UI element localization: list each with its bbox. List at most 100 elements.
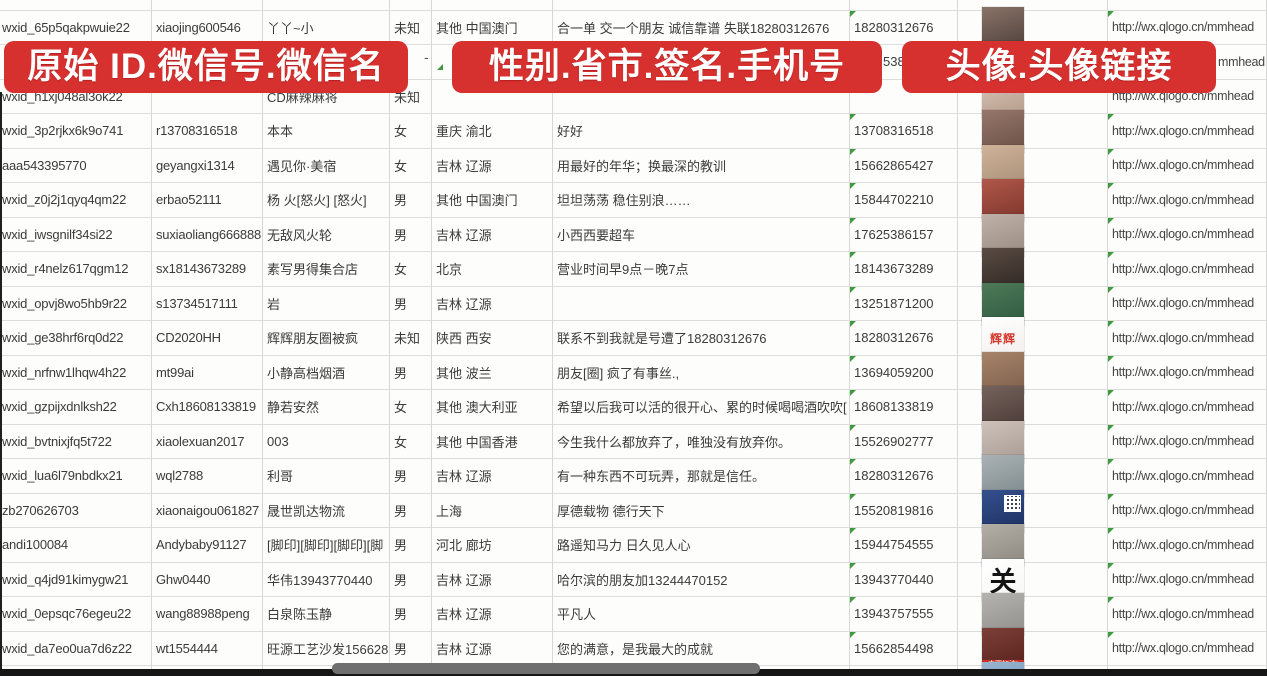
cell-region[interactable]: 吉林 辽源 [432,459,553,494]
cell-phone[interactable]: 17625386157 [850,217,958,252]
cell-avatar[interactable] [958,593,1108,635]
cell-avatar_link[interactable]: http://wx.qlogo.cn/mmhead [1108,355,1267,390]
cell-nickname[interactable]: 无敌风火轮 [263,217,390,252]
cell-avatar_link[interactable]: http://wx.qlogo.cn/mmhead [1108,217,1267,252]
cell-phone[interactable] [850,79,958,114]
cell-signature[interactable]: 用最好的年华；换最深的教训 [553,148,850,183]
cell-wx_account[interactable]: geyangxi1314 [152,148,263,183]
cell-region[interactable]: 上海 [432,493,553,528]
cell-gender[interactable]: 女 [390,252,432,287]
cell-wx_account[interactable]: wt1554444 [152,631,263,666]
cell-wxid[interactable]: wxid_lua6l79nbdkx21 [0,459,152,494]
cell-phone[interactable]: 15844702210 [850,183,958,218]
cell-avatar[interactable] [958,524,1108,566]
cell-gender[interactable]: 未知 [390,79,432,114]
cell-avatar[interactable] [958,386,1108,428]
cell-region[interactable]: 陕西 西安 [432,321,553,356]
cell-phone[interactable]: 18280312676 [850,459,958,494]
cell-signature[interactable]: 联系不到我就是号遭了18280312676 [553,321,850,356]
cell-nickname[interactable]: 杨 火[怒火] [怒火] [263,183,390,218]
cell-signature[interactable]: 平凡人 [553,597,850,632]
cell-gender[interactable]: 女 [390,148,432,183]
cell-region[interactable]: 其他 中国澳门 [432,10,553,45]
cell-nickname[interactable]: 华伟13943770440 [263,562,390,597]
cell-avatar[interactable] [958,455,1108,497]
cell-avatar_link[interactable]: http://wx.qlogo.cn/mmhead [1108,459,1267,494]
cell-wx_account[interactable]: mt99ai [152,355,263,390]
cell-avatar[interactable] [958,0,1108,11]
cell-phone[interactable]: 13943757555 [850,597,958,632]
cell-nickname[interactable]: 辉辉朋友圈被疯 [263,321,390,356]
cell-avatar_link[interactable]: http://wx.qlogo.cn/mmhead [1108,493,1267,528]
cell-avatar[interactable] [958,144,1108,187]
cell-gender[interactable]: 男 [390,631,432,666]
cell-avatar_link[interactable]: http://wx.qlogo.cn/mmhead [1108,252,1267,287]
cell-wxid[interactable]: wxid_65p5qakpwuie22 [0,10,152,45]
cell-signature[interactable]: 有一种东西不可玩弄，那就是信任。 [553,459,850,494]
cell-signature[interactable]: 希望以后我可以活的很开心、累的时候喝喝酒吹吹[ [553,390,850,425]
cell-wxid[interactable]: wxid_bvtnixjfq5t722 [0,424,152,459]
cell-signature[interactable] [553,286,850,321]
cell-wx_account[interactable]: erbao52111 [152,183,263,218]
cell-nickname[interactable]: 旺源工艺沙发15662854 [263,631,390,666]
cell-avatar_link[interactable]: http://wx.qlogo.cn/mmhead [1108,10,1267,45]
cell-signature[interactable] [553,79,850,114]
cell-avatar_link[interactable]: http://wx.qlogo.cn/mmhead [1108,148,1267,183]
cell-region[interactable]: 其他 波兰 [432,355,553,390]
cell-wx_account[interactable]: xiaojing600546 [152,10,263,45]
cell-phone[interactable]: 18143673289 [850,252,958,287]
scrollbar-thumb[interactable] [332,663,760,674]
cell-signature[interactable]: 小西西要超车 [553,217,850,252]
cell-avatar_link[interactable]: http://wx.qlogo.cn/mmhead [1108,183,1267,218]
cell-gender[interactable]: 男 [390,528,432,563]
cell-wxid[interactable]: wxid_r4nelz617qgm12 [0,252,152,287]
cell-wx_account[interactable]: sx18143673289 [152,252,263,287]
cell-wxid[interactable]: wxid_gzpijxdnlksh22 [0,390,152,425]
cell-signature[interactable]: 今生我什么都放弃了，唯独没有放弃你。 [553,424,850,459]
cell-nickname[interactable]: 素写男得集合店 [263,252,390,287]
cell-wx_account[interactable]: r13708316518 [152,114,263,149]
cell-avatar[interactable] [958,351,1108,394]
cell-phone[interactable]: 15526902777 [850,424,958,459]
cell-avatar_link[interactable]: http://wx.qlogo.cn/mmhead [1108,424,1267,459]
cell-wx_account[interactable]: s13734517111 [152,286,263,321]
cell-gender[interactable]: 女 [390,114,432,149]
cell-phone[interactable]: 13708316518 [850,114,958,149]
cell-wxid[interactable]: zb270626703 [0,493,152,528]
cell-nickname[interactable] [263,0,390,11]
cell-nickname[interactable]: [脚印][脚印][脚印][脚 [263,528,390,563]
cell-region[interactable]: 北京 [432,252,553,287]
cell-avatar[interactable] [958,489,1108,532]
cell-nickname[interactable]: 遇见你·美宿 [263,148,390,183]
cell-wx_account[interactable]: Cxh18608133819 [152,390,263,425]
cell-gender[interactable]: 男 [390,286,432,321]
cell-avatar_link[interactable]: http://wx.qlogo.cn/mmhead [1108,321,1267,356]
cell-phone[interactable]: 18608133819 [850,390,958,425]
cell-gender[interactable]: 男 [390,562,432,597]
cell-phone[interactable]: 15662854498 [850,631,958,666]
cell-gender[interactable]: 男 [390,597,432,632]
cell-wxid[interactable]: wxid_q4jd91kimygw21 [0,562,152,597]
cell-signature[interactable]: 厚德载物 德行天下 [553,493,850,528]
cell-wx_account[interactable]: CD2020HH [152,321,263,356]
cell-wxid[interactable]: wxid_0epsqc76egeu22 [0,597,152,632]
cell-wx_account[interactable]: wql2788 [152,459,263,494]
cell-region[interactable]: 重庆 渝北 [432,114,553,149]
cell-avatar[interactable] [958,6,1108,49]
cell-avatar_link[interactable]: http://wx.qlogo.cn/mmhead [1108,528,1267,563]
cell-signature[interactable]: 您的满意，是我最大的成就 [553,631,850,666]
cell-gender[interactable]: 男 [390,355,432,390]
cell-wxid[interactable]: wxid_ge38hrf6rq0d22 [0,321,152,356]
cell-avatar_link[interactable]: http://wx.qlogo.cn/mmhead [1108,390,1267,425]
cell-wx_account[interactable]: Andybaby91127 [152,528,263,563]
cell-region[interactable]: 其他 澳大利亚 [432,390,553,425]
cell-avatar[interactable]: 关 [958,558,1108,601]
cell-signature[interactable]: 营业时间早9点－晚7点 [553,252,850,287]
cell-phone[interactable]: 15662865427 [850,148,958,183]
cell-wx_account[interactable]: Ghw0440 [152,562,263,597]
cell-nickname[interactable]: 岩 [263,286,390,321]
cell-wx_account[interactable]: suxiaoliang666888 [152,217,263,252]
cell-phone[interactable]: 13694059200 [850,355,958,390]
cell-gender[interactable]: 女 [390,390,432,425]
cell-avatar_link[interactable]: http://wx.qlogo.cn/mmhead [1108,286,1267,321]
